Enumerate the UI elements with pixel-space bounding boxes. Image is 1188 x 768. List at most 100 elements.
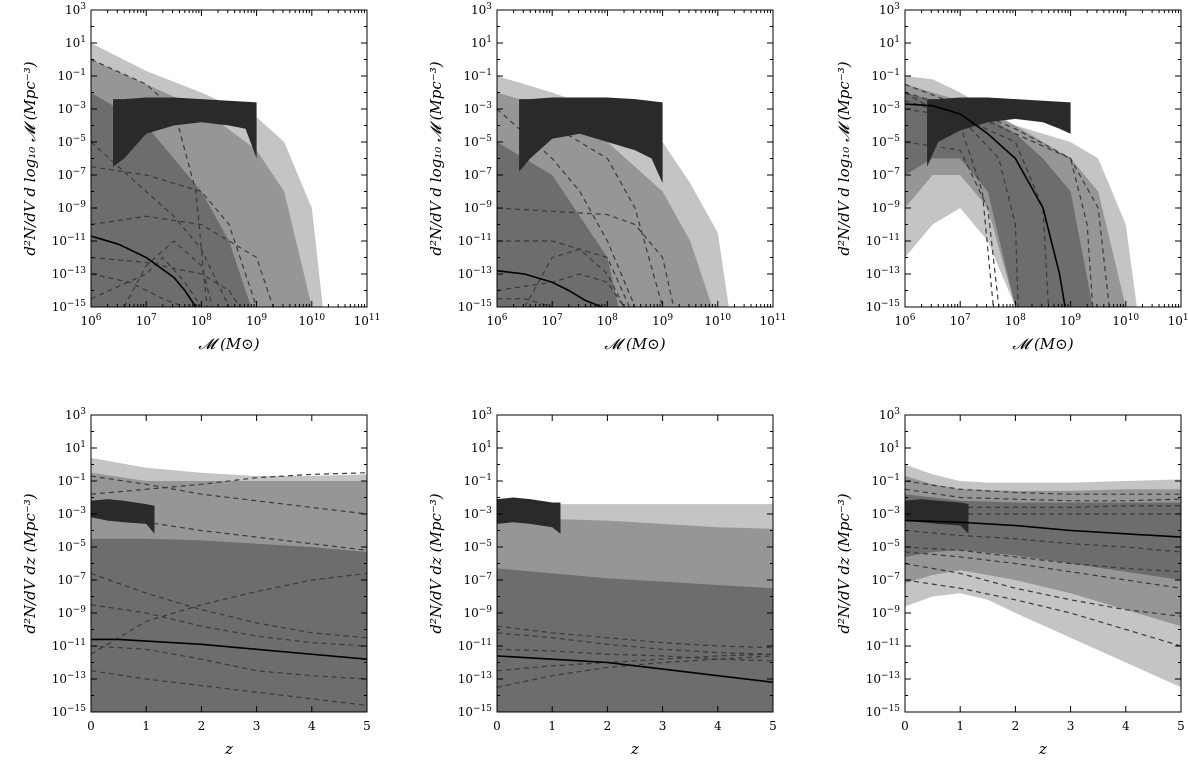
y-tick-label: 10−5 bbox=[871, 539, 900, 554]
median-line bbox=[497, 269, 603, 307]
dashed-model-line bbox=[91, 572, 367, 655]
band-dark bbox=[497, 142, 619, 307]
y-tick-label: 10−11 bbox=[458, 638, 492, 653]
observed-constraint-region bbox=[113, 97, 257, 167]
x-tick-label: 2 bbox=[1012, 719, 1020, 733]
x-tick-label: 109 bbox=[652, 313, 673, 328]
dashed-model-line bbox=[905, 488, 1181, 502]
y-tick-label: 10−9 bbox=[463, 605, 492, 620]
panel-bottom-middle: 0 1 2 3 4 5 10−15 10−13 10−11 10−9 10−7 10−5 10−3 10−… bbox=[427, 407, 777, 758]
x-tick-label: 4 bbox=[714, 719, 722, 733]
panel-top-middle: 106 107 108 109 1010 1011 10−15 10−13 10−11 10−9 1… bbox=[427, 2, 786, 353]
y-axis-label: d²N/dV d log₁₀ 𝓜 (Mpc⁻³) bbox=[427, 61, 445, 255]
y-axis-label: d²N/dV d log₁₀ 𝓜 (Mpc⁻³) bbox=[835, 61, 853, 255]
x-axis-label: z bbox=[630, 740, 639, 758]
y-tick-label: 10−7 bbox=[463, 167, 492, 182]
dashed-model-line bbox=[905, 562, 1181, 617]
plot-area bbox=[91, 457, 367, 712]
dashed-model-line bbox=[905, 480, 1181, 495]
x-tick-label: 1 bbox=[548, 719, 556, 733]
x-tick-label: 0 bbox=[87, 719, 95, 733]
x-tick-label: 5 bbox=[363, 719, 371, 733]
y-tick-label: 10−11 bbox=[866, 638, 900, 653]
y-tick-label: 103 bbox=[65, 2, 86, 17]
y-tick-label: 10−11 bbox=[458, 233, 492, 248]
x-tick-label: 5 bbox=[769, 719, 777, 733]
y-axis-label: d²N/dV dz (Mpc⁻³) bbox=[835, 493, 853, 633]
y-axis-label: d²N/dV dz (Mpc⁻³) bbox=[427, 493, 445, 633]
dashed-model-line bbox=[91, 475, 367, 515]
plot-area bbox=[497, 76, 729, 307]
y-tick-label: 10−13 bbox=[52, 266, 87, 281]
plot-area bbox=[497, 497, 773, 712]
y-tick-label: 10−11 bbox=[866, 233, 900, 248]
dashed-model-line bbox=[905, 551, 1181, 589]
band-dark bbox=[905, 92, 1093, 307]
dashed-model-line bbox=[91, 670, 367, 706]
x-tick-label: 1011 bbox=[354, 313, 381, 328]
y-tick-label: 10−7 bbox=[57, 167, 86, 182]
x-tick-label: 0 bbox=[901, 719, 909, 733]
y-tick-label: 103 bbox=[65, 407, 86, 422]
y-tick-label: 10−15 bbox=[866, 704, 901, 719]
x-tick-label: 1010 bbox=[298, 313, 325, 328]
y-tick-label: 103 bbox=[879, 407, 900, 422]
y-tick-label: 10−7 bbox=[871, 167, 900, 182]
median-line bbox=[497, 655, 773, 684]
y-tick-label: 10−11 bbox=[52, 638, 86, 653]
x-tick-label: 5 bbox=[1177, 719, 1185, 733]
x-tick-label: 109 bbox=[246, 313, 267, 328]
dashed-model-line bbox=[91, 273, 186, 307]
y-tick-label: 10−3 bbox=[871, 101, 900, 116]
dashed-model-line bbox=[91, 604, 367, 647]
y-tick-label: 10−1 bbox=[463, 473, 492, 488]
x-tick-label: 1010 bbox=[704, 313, 731, 328]
x-axis-label: 𝓜 (M⊙) bbox=[604, 335, 665, 353]
plot-area bbox=[91, 43, 323, 307]
dashed-model-line bbox=[905, 529, 1181, 553]
y-tick-label: 101 bbox=[471, 35, 492, 50]
dashed-model-line bbox=[524, 248, 625, 307]
y-tick-label: 10−7 bbox=[463, 572, 492, 587]
x-tick-label: 4 bbox=[308, 719, 316, 733]
median-line bbox=[905, 103, 1066, 307]
dashed-model-line bbox=[91, 166, 258, 307]
dashed-model-line bbox=[91, 141, 230, 307]
x-axis-label: z bbox=[224, 740, 233, 758]
y-tick-label: 101 bbox=[879, 440, 900, 455]
y-tick-label: 10−9 bbox=[871, 605, 900, 620]
y-axis-label: d²N/dV d log₁₀ 𝓜 (Mpc⁻³) bbox=[21, 61, 39, 255]
x-tick-label: 109 bbox=[1060, 313, 1081, 328]
dashed-model-line bbox=[497, 298, 575, 307]
y-tick-label: 103 bbox=[471, 407, 492, 422]
observed-constraint-region bbox=[91, 499, 155, 534]
y-tick-label: 10−15 bbox=[866, 299, 901, 314]
y-tick-label: 10−9 bbox=[463, 200, 492, 215]
y-tick-label: 10−1 bbox=[871, 68, 900, 83]
x-tick-label: 108 bbox=[1005, 313, 1026, 328]
x-tick-label: 106 bbox=[894, 313, 915, 328]
y-tick-label: 10−7 bbox=[57, 572, 86, 587]
dashed-model-line bbox=[91, 215, 274, 307]
x-tick-label: 4 bbox=[1122, 719, 1130, 733]
dashed-model-line bbox=[91, 256, 202, 307]
x-tick-label: 107 bbox=[136, 313, 157, 328]
y-tick-label: 101 bbox=[65, 35, 86, 50]
x-tick-label: 107 bbox=[542, 313, 563, 328]
y-tick-label: 10−3 bbox=[57, 101, 86, 116]
x-tick-label: 106 bbox=[486, 313, 507, 328]
x-tick-label: 1010 bbox=[1112, 313, 1139, 328]
y-tick-label: 10−5 bbox=[463, 134, 492, 149]
y-tick-label: 10−5 bbox=[871, 134, 900, 149]
y-tick-label: 10−3 bbox=[57, 506, 86, 521]
x-tick-label: 1011 bbox=[1168, 313, 1188, 328]
dashed-model-line bbox=[91, 645, 367, 680]
x-axis-label: 𝓜 (M⊙) bbox=[198, 335, 259, 353]
band-dark bbox=[905, 494, 1181, 580]
y-tick-label: 10−5 bbox=[57, 539, 86, 554]
x-tick-label: 2 bbox=[198, 719, 206, 733]
dashed-model-line bbox=[91, 572, 367, 639]
y-tick-label: 10−1 bbox=[463, 68, 492, 83]
y-tick-label: 101 bbox=[879, 35, 900, 50]
y-tick-label: 10−9 bbox=[57, 200, 86, 215]
